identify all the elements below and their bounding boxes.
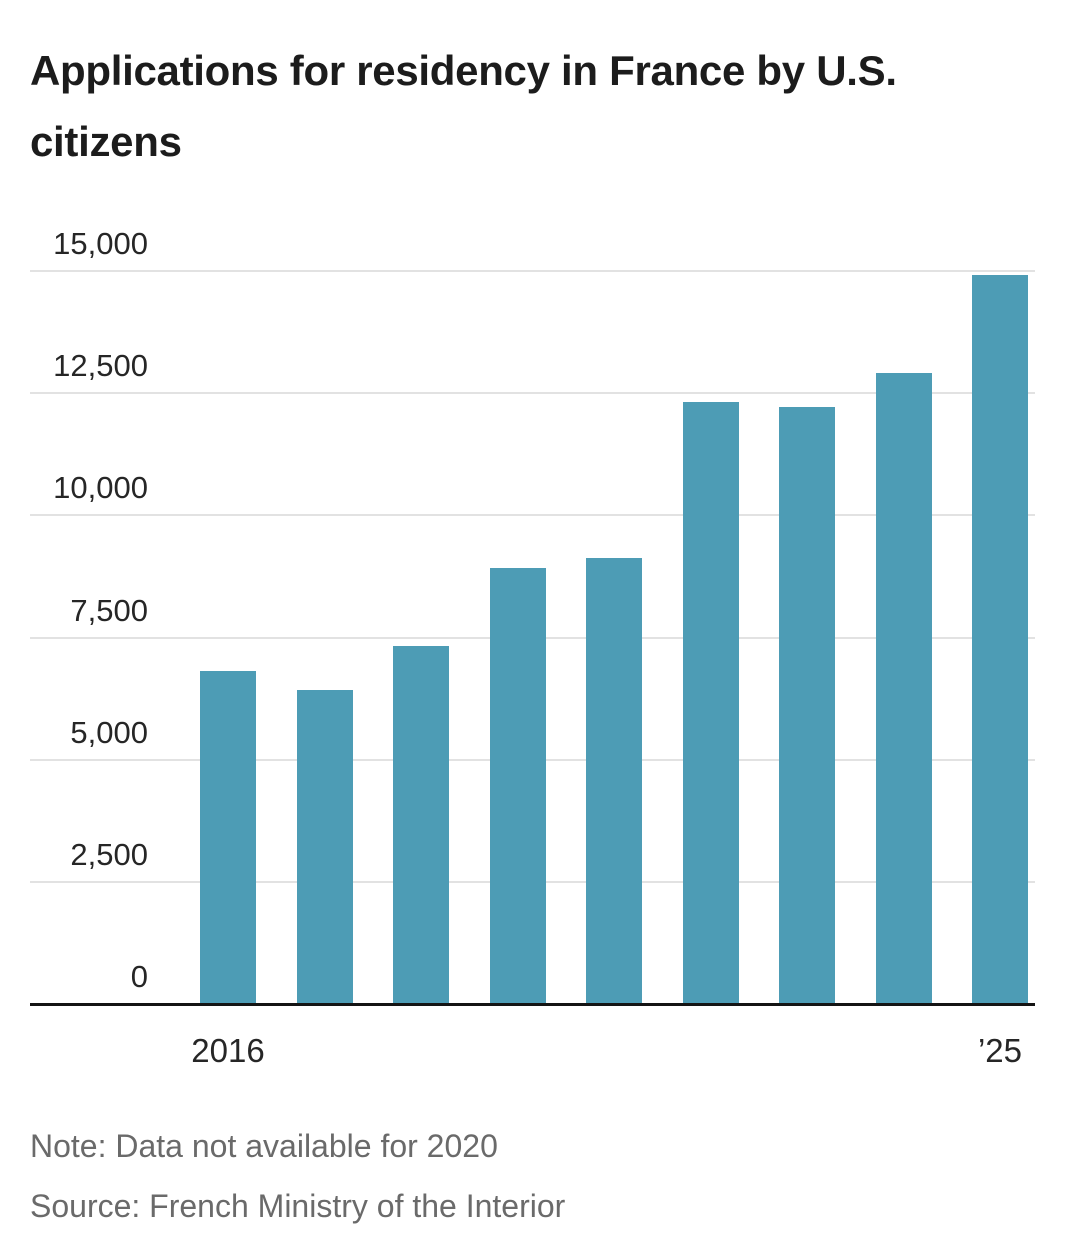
x-axis-baseline	[30, 1003, 1035, 1006]
y-tick-label-10,000: 10,000	[53, 470, 148, 505]
bar-2024	[876, 373, 932, 1003]
bar-2018	[393, 646, 449, 1003]
bar-2023	[779, 407, 835, 1003]
bar-2025	[972, 275, 1028, 1003]
x-tick-label-25: ’25	[977, 1032, 1023, 1069]
bar-2017	[297, 690, 353, 1003]
y-tick-label-0: 0	[130, 959, 148, 994]
x-tick-label-2016: 2016	[191, 1032, 265, 1069]
y-tick-label-15,000: 15,000	[53, 226, 148, 261]
y-tick-label-5,000: 5,000	[70, 715, 148, 750]
chart-source: Source: French Ministry of the Interior	[30, 1188, 566, 1224]
bar-2022	[683, 402, 739, 1003]
bar-2019	[490, 568, 546, 1003]
bar-2021	[586, 558, 642, 1003]
y-tick-label-12,500: 12,500	[53, 348, 148, 383]
y-tick-label-2,500: 2,500	[70, 837, 148, 872]
y-tick-label-7,500: 7,500	[70, 593, 148, 628]
gridline-10,000	[30, 514, 1035, 516]
gridline-12,500	[30, 392, 1035, 394]
bar-2016	[200, 671, 256, 1003]
chart-note: Note: Data not available for 2020	[30, 1128, 498, 1164]
chart-title: Applications for residency in France by …	[30, 47, 897, 165]
gridline-15,000	[30, 270, 1035, 272]
